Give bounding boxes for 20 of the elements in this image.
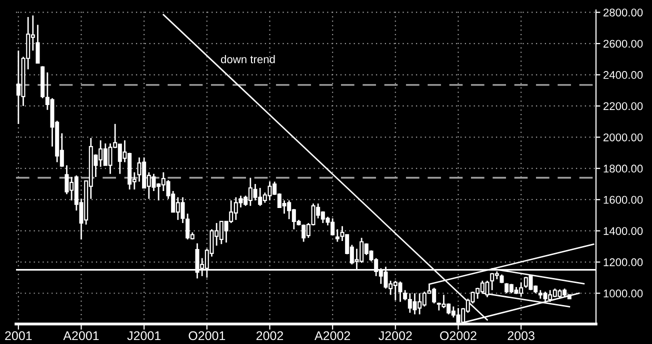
x-tick-label: 2003 bbox=[508, 331, 534, 340]
y-tick-label: 1800.00 bbox=[604, 164, 643, 173]
x-tick-label: J2001 bbox=[127, 331, 161, 340]
x-tick-label: 2002 bbox=[256, 331, 284, 340]
x-tick-label: A2001 bbox=[63, 331, 99, 340]
annotation: down trend bbox=[220, 55, 275, 64]
y-tick-label: 1200.00 bbox=[604, 258, 643, 266]
x-tick-label: A2002 bbox=[314, 331, 350, 340]
x-tick-label: O2001 bbox=[188, 331, 226, 340]
x-tick-label: J2002 bbox=[378, 331, 412, 340]
y-tick-label: 2000.00 bbox=[604, 133, 643, 142]
x-tick-label: O2002 bbox=[440, 331, 476, 340]
y-tick-label: 2400.00 bbox=[604, 71, 643, 79]
y-tick-label: 1400.00 bbox=[604, 227, 643, 235]
y-tick-label: 2200.00 bbox=[604, 102, 643, 110]
y-tick-label: 2600.00 bbox=[604, 40, 643, 48]
y-tick-label: 1000.00 bbox=[604, 290, 643, 298]
y-tick-label: 1600.00 bbox=[604, 196, 643, 204]
y-tick-label: 2800.00 bbox=[604, 8, 643, 16]
x-tick-label: 2001 bbox=[5, 331, 32, 340]
